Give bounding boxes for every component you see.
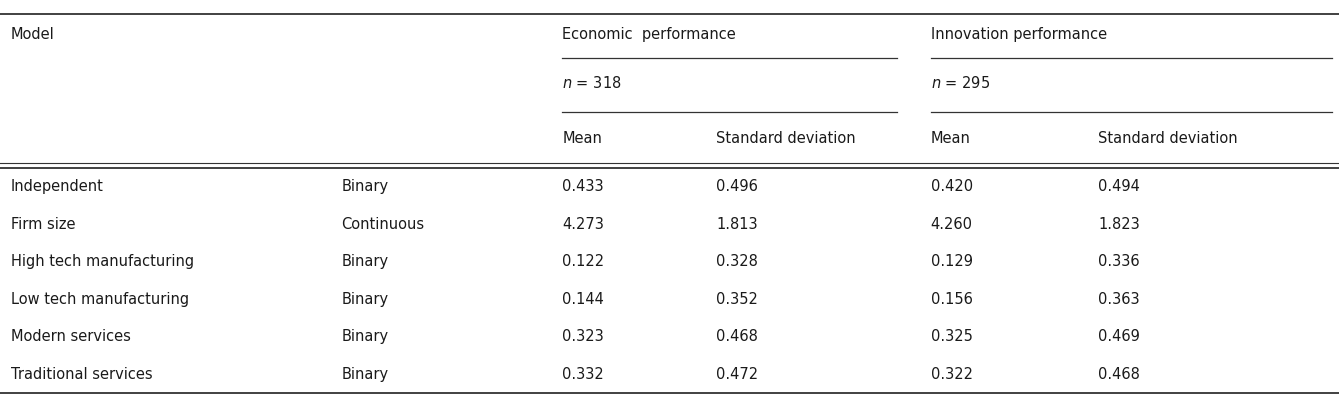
Text: Model: Model <box>11 26 55 42</box>
Text: 0.363: 0.363 <box>1098 292 1139 307</box>
Text: Independent: Independent <box>11 179 103 194</box>
Text: 0.322: 0.322 <box>931 366 972 382</box>
Text: Continuous: Continuous <box>341 217 424 232</box>
Text: $n$ = 295: $n$ = 295 <box>931 75 990 91</box>
Text: 4.273: 4.273 <box>562 217 604 232</box>
Text: Economic  performance: Economic performance <box>562 26 736 42</box>
Text: 0.332: 0.332 <box>562 366 604 382</box>
Text: 0.323: 0.323 <box>562 329 604 344</box>
Text: Traditional services: Traditional services <box>11 366 153 382</box>
Text: Binary: Binary <box>341 329 388 344</box>
Text: 0.420: 0.420 <box>931 179 972 194</box>
Text: 1.823: 1.823 <box>1098 217 1139 232</box>
Text: 0.496: 0.496 <box>716 179 758 194</box>
Text: 0.469: 0.469 <box>1098 329 1139 344</box>
Text: 0.156: 0.156 <box>931 292 972 307</box>
Text: Standard deviation: Standard deviation <box>1098 130 1237 146</box>
Text: Binary: Binary <box>341 254 388 269</box>
Text: 0.472: 0.472 <box>716 366 758 382</box>
Text: 0.328: 0.328 <box>716 254 758 269</box>
Text: 0.352: 0.352 <box>716 292 758 307</box>
Text: Binary: Binary <box>341 179 388 194</box>
Text: 4.260: 4.260 <box>931 217 972 232</box>
Text: High tech manufacturing: High tech manufacturing <box>11 254 194 269</box>
Text: Standard deviation: Standard deviation <box>716 130 856 146</box>
Text: 0.468: 0.468 <box>1098 366 1139 382</box>
Text: 0.494: 0.494 <box>1098 179 1139 194</box>
Text: 0.336: 0.336 <box>1098 254 1139 269</box>
Text: Firm size: Firm size <box>11 217 75 232</box>
Text: 0.122: 0.122 <box>562 254 604 269</box>
Text: Mean: Mean <box>562 130 603 146</box>
Text: Binary: Binary <box>341 366 388 382</box>
Text: $n$ = 318: $n$ = 318 <box>562 75 623 91</box>
Text: Modern services: Modern services <box>11 329 131 344</box>
Text: 0.144: 0.144 <box>562 292 604 307</box>
Text: 0.468: 0.468 <box>716 329 758 344</box>
Text: Low tech manufacturing: Low tech manufacturing <box>11 292 189 307</box>
Text: 0.433: 0.433 <box>562 179 604 194</box>
Text: Binary: Binary <box>341 292 388 307</box>
Text: Mean: Mean <box>931 130 971 146</box>
Text: 0.129: 0.129 <box>931 254 972 269</box>
Text: Innovation performance: Innovation performance <box>931 26 1107 42</box>
Text: 1.813: 1.813 <box>716 217 758 232</box>
Text: 0.325: 0.325 <box>931 329 972 344</box>
